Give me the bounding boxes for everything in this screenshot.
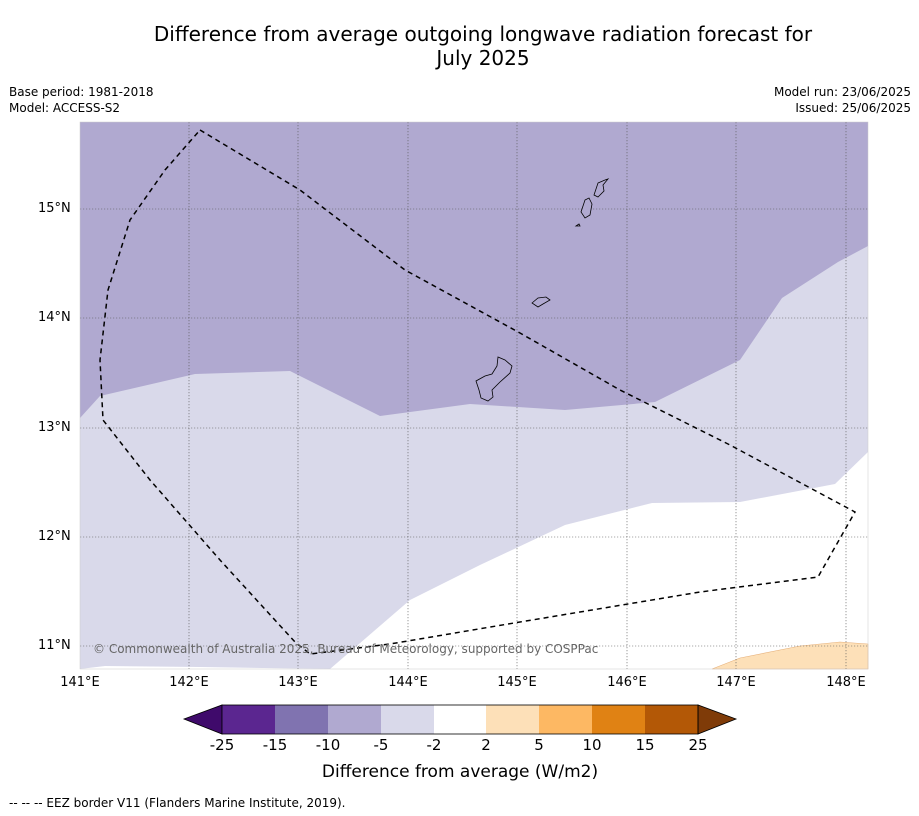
lat-label-12: 12°N xyxy=(38,529,71,544)
map-frame xyxy=(79,121,869,670)
tinian-island xyxy=(580,197,593,219)
eez-footnote: -- -- -- EEZ border V11 (Flanders Marine… xyxy=(9,796,346,810)
colorbar-bin-8 xyxy=(592,705,645,734)
meta-right: Model run: 23/06/2025 Issued: 25/06/2025 xyxy=(774,84,911,116)
map-title: Difference from average outgoing longwav… xyxy=(90,22,876,70)
saipan-island xyxy=(593,178,610,198)
cb-tick-10: 10 xyxy=(582,736,602,754)
title-line-1: Difference from average outgoing longwav… xyxy=(153,22,813,46)
cb-tick-15: 15 xyxy=(635,736,655,754)
colorbar-bin-2 xyxy=(275,705,328,734)
lat-label-15: 15°N xyxy=(38,201,71,216)
cb-tick-25: 25 xyxy=(688,736,708,754)
colorbar-bin-1 xyxy=(222,705,275,734)
cb-tick-minus10: -10 xyxy=(315,736,341,754)
colorbar-bin-9 xyxy=(645,705,698,734)
base-period: Base period: 1981-2018 xyxy=(9,85,154,99)
colorbar-high-extend xyxy=(697,704,738,735)
title-line-2: July 2025 xyxy=(436,46,530,70)
anomaly-region-near-normal xyxy=(330,452,868,669)
lon-label-145: 145°E xyxy=(497,675,537,690)
cb-tick-5: 5 xyxy=(534,736,544,754)
colorbar xyxy=(182,704,738,735)
lat-label-14: 14°N xyxy=(38,310,71,325)
model-run: Model run: 23/06/2025 xyxy=(773,85,911,99)
cb-tick-minus2: -2 xyxy=(426,736,442,754)
issued-date: Issued: 25/06/2025 xyxy=(795,101,911,115)
colorbar-frame xyxy=(221,704,699,735)
copyright-text: © Commonwealth of Australia 2025, Bureau… xyxy=(93,642,598,656)
islands xyxy=(475,178,610,402)
anomaly-region-minus5-to-minus10 xyxy=(80,122,868,418)
aguijan-island xyxy=(574,223,581,227)
lon-label-142: 142°E xyxy=(169,675,209,690)
lon-label-146: 146°E xyxy=(607,675,647,690)
eez-border xyxy=(99,129,857,655)
colorbar-bin-3 xyxy=(328,705,381,734)
colorbar-low-extend xyxy=(182,704,223,735)
colorbar-title: Difference from average (W/m2) xyxy=(321,762,599,782)
colorbar-bin-6 xyxy=(486,705,539,734)
meta-left: Base period: 1981-2018 Model: ACCESS-S2 xyxy=(9,84,154,116)
model-name: Model: ACCESS-S2 xyxy=(9,101,121,115)
cb-tick-minus15: -15 xyxy=(262,736,288,754)
cb-tick-minus25: -25 xyxy=(209,736,235,754)
colorbar-bin-4 xyxy=(381,705,434,734)
cb-tick-2: 2 xyxy=(481,736,491,754)
rota-island xyxy=(531,296,551,308)
anomaly-region-near-normal-left xyxy=(80,666,330,669)
lon-label-143: 143°E xyxy=(278,675,318,690)
lon-label-144: 144°E xyxy=(388,675,428,690)
lon-label-141: 141°E xyxy=(60,675,100,690)
cb-tick-minus5: -5 xyxy=(373,736,389,754)
lon-label-148: 148°E xyxy=(826,675,866,690)
lat-label-13: 13°N xyxy=(38,420,71,435)
lat-label-11: 11°N xyxy=(38,638,71,653)
colorbar-bin-5 xyxy=(434,705,486,734)
guam-island xyxy=(475,356,513,402)
colorbar-bin-7 xyxy=(539,705,592,734)
lon-label-147: 147°E xyxy=(716,675,756,690)
gridlines xyxy=(80,122,868,669)
